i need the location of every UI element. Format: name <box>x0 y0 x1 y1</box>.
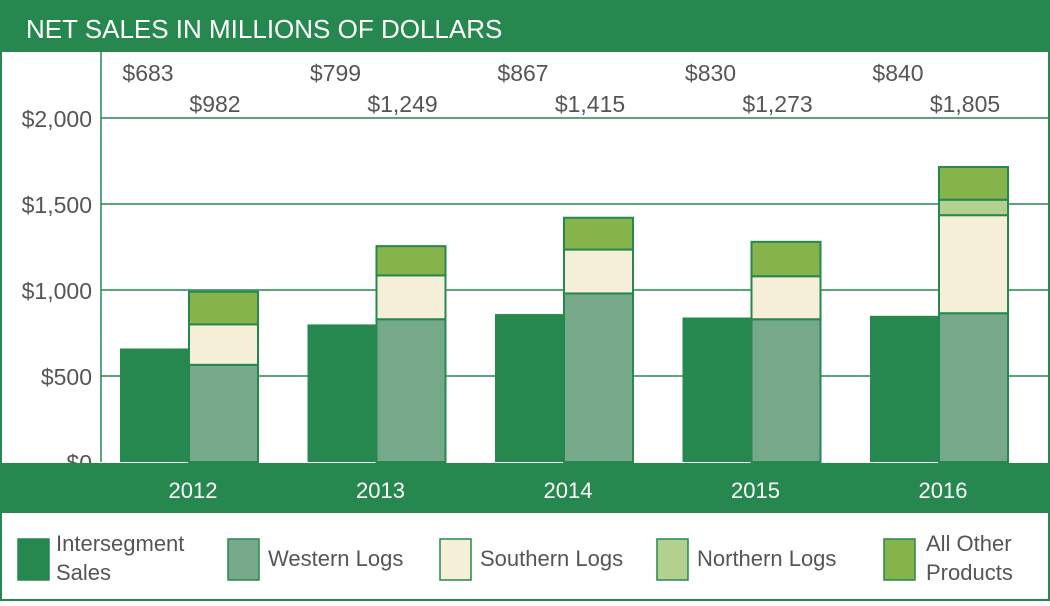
legend-swatch-western-logs <box>227 538 260 581</box>
bar-intersegment-2013 <box>307 324 377 462</box>
x-axis-labels: 2012 2013 2014 2015 2016 <box>169 478 968 503</box>
legend-label-northern-logs: Northern Logs <box>697 545 837 571</box>
legend-label-text: Northern Logs <box>697 545 837 571</box>
bar-all-other-products-2016 <box>938 166 1009 201</box>
bar-all-other-products-2013 <box>375 245 447 277</box>
intersegment-total-label: $683 <box>122 60 173 86</box>
intersegment-total-label: $830 <box>685 60 736 86</box>
y-tick-label: $2,000 <box>22 106 92 132</box>
bar-western-logs-2015 <box>750 318 822 463</box>
stack-total-label: $1,805 <box>930 91 1000 117</box>
bar-northern-logs-2016 <box>938 198 1009 217</box>
bar-intersegment-2014 <box>495 314 564 462</box>
bar-intersegment-2012 <box>120 348 189 462</box>
legend-label-intersegment: Intersegment Sales <box>56 531 185 585</box>
stack-total-label: $1,415 <box>555 91 625 117</box>
legend: Intersegment Sales Western Logs Southern L… <box>17 531 1013 585</box>
legend-label-text: Intersegment Sales <box>56 531 185 585</box>
title-banner <box>0 0 1050 52</box>
x-tick-label: 2016 <box>919 478 968 503</box>
bar-all-other-products-2012 <box>188 290 259 326</box>
legend-label-text: Western Logs <box>268 545 404 571</box>
stack-total-label: $1,249 <box>367 91 437 117</box>
chart-title: NET SALES IN MILLIONS OF DOLLARS <box>26 14 502 44</box>
intersegment-total-label: $867 <box>497 60 548 86</box>
total-labels: $683 $982 $799$1,249 $867 $1,415 $830$1,273 $8… <box>122 60 1000 117</box>
bar-southern-logs-2013 <box>375 274 447 321</box>
bar-southern-logs-2012 <box>188 323 259 366</box>
bar-southern-logs-2014 <box>563 248 634 295</box>
legend-label-all-other-products: All Other Products <box>926 531 1013 585</box>
y-tick-label: $1,500 <box>22 192 92 218</box>
legend-label-text: Southern Logs <box>480 545 624 571</box>
y-tick-label: $1,000 <box>22 278 92 304</box>
y-tick-label: $500 <box>41 364 92 390</box>
legend-label-western-logs: Western Logs <box>268 545 404 571</box>
bar-intersegment-2015 <box>682 317 752 462</box>
bar-western-logs-2014 <box>563 292 634 463</box>
x-tick-label: 2014 <box>544 478 593 503</box>
x-axis-band <box>0 463 1050 513</box>
legend-swatch-all-other-products <box>883 538 916 581</box>
legend-label-text: All Other Products <box>926 531 1013 585</box>
bar-western-logs-2012 <box>188 363 259 464</box>
bar-all-other-products-2014 <box>563 216 634 251</box>
bar-southern-logs-2016 <box>938 214 1009 315</box>
bars <box>120 166 1009 464</box>
bar-all-other-products-2015 <box>750 240 822 278</box>
intersegment-total-label: $840 <box>872 60 923 86</box>
bar-western-logs-2013 <box>375 318 447 463</box>
stack-total-label: $982 <box>189 91 240 117</box>
intersegment-total-label: $799 <box>310 60 361 86</box>
stack-total-label: $1,273 <box>742 91 812 117</box>
bar-western-logs-2016 <box>938 312 1009 463</box>
bar-southern-logs-2015 <box>750 275 822 321</box>
legend-swatch-southern-logs <box>439 538 472 581</box>
x-tick-label: 2013 <box>356 478 405 503</box>
x-tick-label: 2015 <box>731 478 780 503</box>
x-tick-label: 2012 <box>169 478 218 503</box>
legend-label-southern-logs: Southern Logs <box>480 545 624 571</box>
legend-swatch-northern-logs <box>656 538 689 581</box>
legend-swatch-intersegment <box>17 538 50 581</box>
bar-intersegment-2016 <box>870 315 939 462</box>
